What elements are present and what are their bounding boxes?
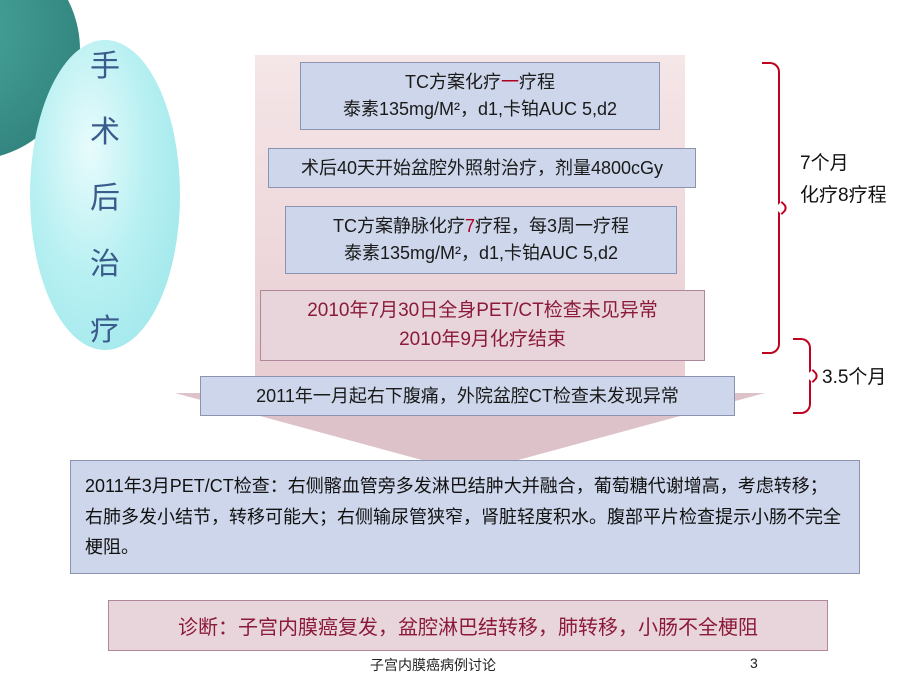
step3-line2: 泰素135mg/M²，d1,卡铂AUC 5,d2 xyxy=(344,240,618,267)
step3-line1: TC方案静脉化疗7疗程，每3周一疗程 xyxy=(333,213,629,240)
txt-red: 一 xyxy=(501,72,519,92)
txt: 疗程，每3周一疗程 xyxy=(475,216,629,236)
step2-line1: 术后40天开始盆腔外照射治疗，剂量4800cGy xyxy=(301,155,663,182)
step-box-5: 2011年一月起右下腹痛，外院盆腔CT检查未发现异常 xyxy=(200,376,735,416)
txt-red: 7 xyxy=(465,216,475,236)
brace-mid-label: 3.5个月 xyxy=(822,362,886,394)
footer-title: 子宫内膜癌病例讨论 xyxy=(370,655,496,675)
vertical-title-oval: 手 术 后 治 疗 xyxy=(30,40,180,350)
brace-top xyxy=(762,62,780,354)
findings-text: 2011年3月PET/CT检查：右侧髂血管旁多发淋巴结肿大并融合，葡萄糖代谢增高… xyxy=(85,476,841,557)
step4-line2: 2010年9月化疗结束 xyxy=(399,326,566,355)
step5-line1: 2011年一月起右下腹痛，外院盆腔CT检查未发现异常 xyxy=(256,383,679,410)
txt: 疗程 xyxy=(519,72,555,92)
brace-mid xyxy=(793,338,811,414)
vert-char: 术 xyxy=(90,107,120,151)
footer-page: 3 xyxy=(750,655,758,671)
brace-top-l2: 化疗8疗程 xyxy=(800,180,887,212)
brace-top-label: 7个月 化疗8疗程 xyxy=(800,148,887,213)
vert-char: 疗 xyxy=(90,305,120,349)
diagnosis-box: 诊断：子宫内膜癌复发，盆腔淋巴结转移，肺转移，小肠不全梗阻 xyxy=(108,600,828,651)
findings-box: 2011年3月PET/CT检查：右侧髂血管旁多发淋巴结肿大并融合，葡萄糖代谢增高… xyxy=(70,460,860,574)
step1-line1: TC方案化疗一疗程 xyxy=(405,69,555,96)
step1-line2: 泰素135mg/M²，d1,卡铂AUC 5,d2 xyxy=(343,96,617,123)
brace-top-l1: 7个月 xyxy=(800,148,887,180)
step-box-3: TC方案静脉化疗7疗程，每3周一疗程 泰素135mg/M²，d1,卡铂AUC 5… xyxy=(285,206,677,274)
txt: TC方案静脉化疗 xyxy=(333,216,465,236)
diagnosis-text: 诊断：子宫内膜癌复发，盆腔淋巴结转移，肺转移，小肠不全梗阻 xyxy=(178,617,758,639)
step-box-1: TC方案化疗一疗程 泰素135mg/M²，d1,卡铂AUC 5,d2 xyxy=(300,62,660,130)
txt: TC方案化疗 xyxy=(405,72,501,92)
vert-char: 手 xyxy=(90,41,120,85)
step-box-4: 2010年7月30日全身PET/CT检查未见异常 2010年9月化疗结束 xyxy=(260,290,705,361)
vert-char: 后 xyxy=(90,173,120,217)
vert-char: 治 xyxy=(90,239,120,283)
step-box-2: 术后40天开始盆腔外照射治疗，剂量4800cGy xyxy=(268,148,696,188)
step4-line1: 2010年7月30日全身PET/CT检查未见异常 xyxy=(307,297,658,326)
